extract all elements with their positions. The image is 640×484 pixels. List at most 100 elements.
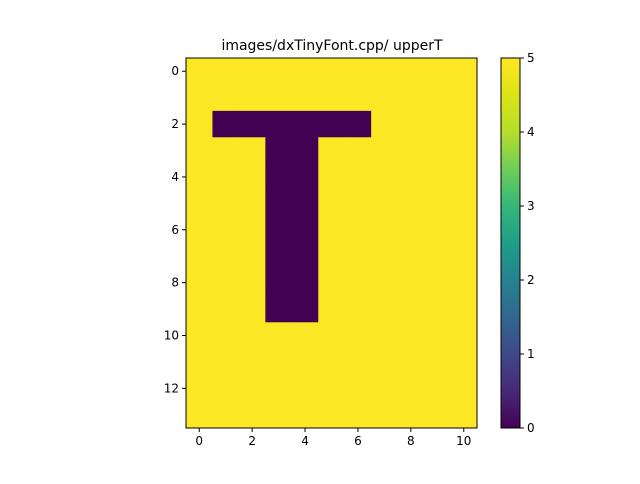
- heatmap-cell: [212, 163, 240, 191]
- heatmap-cell: [371, 348, 399, 376]
- heatmap-cell: [397, 269, 425, 297]
- heatmap-cell: [186, 322, 213, 350]
- heatmap-cell: [238, 243, 266, 270]
- y-tick-label: 2: [171, 117, 179, 131]
- heatmap-cell: [265, 269, 293, 297]
- heatmap-cell: [344, 269, 372, 297]
- heatmap-cell: [265, 243, 293, 270]
- heatmap-cell: [397, 322, 425, 350]
- heatmap-cell: [186, 295, 213, 323]
- heatmap-cell: [186, 269, 213, 297]
- heatmap-cell: [450, 295, 478, 323]
- heatmap-cell: [397, 58, 425, 85]
- heatmap-cell: [238, 110, 266, 138]
- heatmap-cell: [397, 348, 425, 376]
- heatmap-cell: [318, 216, 346, 244]
- heatmap-cell: [212, 137, 240, 165]
- heatmap-cell: [186, 348, 213, 376]
- heatmap-cell: [397, 190, 425, 217]
- heatmap-cell: [371, 110, 399, 138]
- colorbar-tick-label: 5: [527, 51, 535, 65]
- heatmap-cell: [424, 58, 451, 85]
- heatmap-cell: [291, 269, 319, 297]
- heatmap-cell: [424, 375, 451, 402]
- heatmap-cell: [371, 322, 399, 350]
- heatmap-cell: [450, 243, 478, 270]
- heatmap-cell: [212, 190, 240, 217]
- heatmap-cell: [238, 375, 266, 402]
- colorbar-axis: 0 1 2 3 4 5: [520, 51, 535, 435]
- heatmap-cell: [344, 84, 372, 112]
- heatmap-cell: [291, 190, 319, 217]
- heatmap-cell: [397, 295, 425, 323]
- colorbar-tick-label: 1: [527, 347, 535, 361]
- heatmap-cell: [212, 84, 240, 112]
- heatmap-cell: [397, 216, 425, 244]
- heatmap-cell: [265, 84, 293, 112]
- heatmap-cell: [344, 190, 372, 217]
- heatmap-cell: [450, 322, 478, 350]
- colorbar-tick-label: 2: [527, 273, 535, 287]
- heatmap-cell: [238, 190, 266, 217]
- heatmap-cell: [265, 110, 293, 138]
- heatmap-cell: [238, 348, 266, 376]
- x-tick-label: 10: [456, 434, 471, 448]
- colorbar-tick-label: 0: [527, 421, 535, 435]
- heatmap-cell: [344, 295, 372, 323]
- heatmap-cell: [450, 84, 478, 112]
- heatmap-cell: [424, 137, 451, 165]
- heatmap-cell: [371, 137, 399, 165]
- heatmap-cell: [424, 163, 451, 191]
- heatmap-cell: [291, 216, 319, 244]
- heatmap-cell: [318, 322, 346, 350]
- heatmap-cell: [265, 137, 293, 165]
- heatmap-cell: [424, 295, 451, 323]
- heatmap-cell: [344, 348, 372, 376]
- heatmap-cell: [450, 348, 478, 376]
- heatmap-cell: [238, 216, 266, 244]
- heatmap-cell: [397, 243, 425, 270]
- heatmap-cell: [371, 401, 399, 429]
- heatmap-cell: [397, 163, 425, 191]
- heatmap-cell: [238, 163, 266, 191]
- heatmap-cell: [318, 58, 346, 85]
- heatmap-cell: [318, 163, 346, 191]
- heatmap-cell: [186, 401, 213, 429]
- heatmap-cell: [291, 84, 319, 112]
- heatmap-cell: [265, 295, 293, 323]
- heatmap-cell: [344, 322, 372, 350]
- heatmap-cell: [291, 110, 319, 138]
- heatmap-cell: [371, 58, 399, 85]
- y-tick-label: 4: [171, 170, 179, 184]
- y-tick-label: 0: [171, 64, 179, 78]
- heatmap-cell: [344, 401, 372, 429]
- heatmap-cell: [212, 216, 240, 244]
- heatmap-cell: [318, 295, 346, 323]
- heatmap-cell: [424, 110, 451, 138]
- heatmap-cell: [344, 243, 372, 270]
- heatmap-cell: [318, 401, 346, 429]
- heatmap-cell: [450, 58, 478, 85]
- heatmap-cell: [371, 84, 399, 112]
- heatmap-cell: [344, 137, 372, 165]
- heatmap-cell: [450, 375, 478, 402]
- heatmap-cell: [450, 269, 478, 297]
- heatmap-cell: [186, 163, 213, 191]
- heatmap-cell: [371, 243, 399, 270]
- plot-frame: [185, 57, 478, 429]
- heatmap-cell: [265, 401, 293, 429]
- x-tick-label: 4: [301, 434, 309, 448]
- heatmap-cell: [371, 163, 399, 191]
- heatmap-cell: [450, 216, 478, 244]
- heatmap-cell: [344, 58, 372, 85]
- heatmap-cell: [397, 110, 425, 138]
- heatmap-cell: [344, 216, 372, 244]
- heatmap-cell: [344, 163, 372, 191]
- heatmap-cell: [424, 269, 451, 297]
- heatmap-cell: [371, 216, 399, 244]
- heatmap-cell: [186, 216, 213, 244]
- heatmap-cell: [291, 401, 319, 429]
- heatmap-cell: [186, 190, 213, 217]
- heatmap-cell: [186, 137, 213, 165]
